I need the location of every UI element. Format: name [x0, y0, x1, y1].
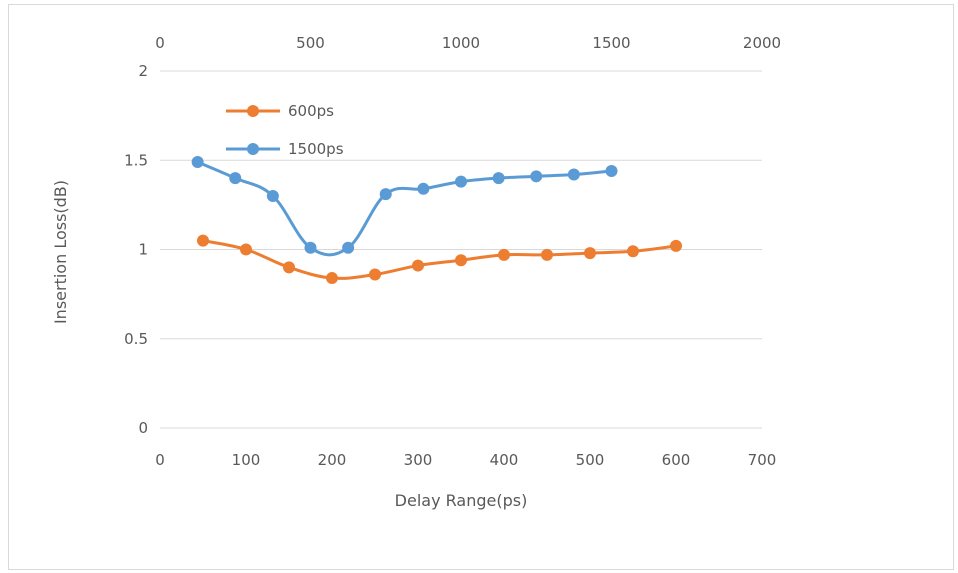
y-tick-label: 2: [138, 62, 148, 80]
data-point-600ps: [627, 245, 639, 258]
legend: 600ps 1500ps: [226, 102, 344, 158]
data-point-1500ps: [304, 241, 317, 254]
data-point-1500ps: [417, 182, 430, 195]
x-axis-secondary-ticks: 0 500 1000 1500 2000: [155, 34, 781, 52]
x-tick-label: 200: [318, 451, 347, 469]
x-tick-label: 400: [490, 451, 519, 469]
x2-tick-label: 1500: [592, 34, 630, 52]
data-point-600ps: [197, 234, 209, 247]
y-tick-label: 0: [138, 419, 148, 437]
y-axis-ticks: 0 0.5 1 1.5 2: [124, 62, 148, 437]
data-point-600ps: [670, 239, 682, 252]
data-point-1500ps: [455, 175, 467, 188]
gridlines: [160, 70, 762, 429]
legend-marker-1500ps: [247, 143, 259, 155]
y-axis-title: Insertion Loss(dB): [51, 180, 70, 324]
x-tick-label: 700: [748, 451, 777, 469]
y-tick-label: 1: [138, 241, 148, 259]
data-point-1500ps: [266, 189, 279, 202]
data-point-600ps: [369, 268, 381, 281]
x2-tick-label: 500: [296, 34, 325, 52]
data-point-600ps: [283, 261, 295, 274]
data-point-1500ps: [530, 170, 543, 183]
x-tick-label: 600: [662, 451, 691, 469]
data-point-600ps: [541, 248, 553, 261]
data-point-1500ps: [567, 168, 580, 181]
data-point-1500ps: [605, 164, 618, 177]
data-point-600ps: [326, 272, 338, 285]
x2-tick-label: 1000: [442, 34, 480, 52]
series-points: [191, 156, 682, 285]
series-lines: [197, 160, 677, 280]
data-point-1500ps: [229, 172, 242, 185]
x-axis-title: Delay Range(ps): [395, 491, 528, 510]
x-tick-label: 100: [232, 451, 261, 469]
y-tick-label: 1.5: [124, 151, 148, 169]
x-axis-primary-ticks: 0 100 200 300 400 500 600 700: [155, 451, 776, 469]
y-tick-label: 0.5: [124, 330, 148, 348]
data-point-1500ps: [342, 241, 355, 254]
data-point-600ps: [455, 254, 467, 267]
x-tick-label: 500: [576, 451, 605, 469]
series-line-600ps: [202, 239, 677, 280]
x2-tick-label: 2000: [743, 34, 781, 52]
legend-marker-600ps: [247, 105, 259, 117]
legend-label-600ps: 600ps: [288, 102, 334, 120]
data-point-600ps: [584, 247, 596, 260]
data-point-1500ps: [379, 188, 392, 201]
x-tick-label: 0: [155, 451, 165, 469]
data-point-600ps: [498, 248, 510, 261]
series-line-1500ps: [197, 160, 612, 257]
chart-frame: [8, 4, 954, 570]
data-point-600ps: [240, 243, 252, 256]
legend-label-1500ps: 1500ps: [288, 140, 344, 158]
x2-tick-label: 0: [155, 34, 165, 52]
data-point-1500ps: [492, 172, 505, 185]
data-point-600ps: [412, 259, 424, 272]
data-point-1500ps: [191, 156, 204, 169]
x-tick-label: 300: [404, 451, 433, 469]
